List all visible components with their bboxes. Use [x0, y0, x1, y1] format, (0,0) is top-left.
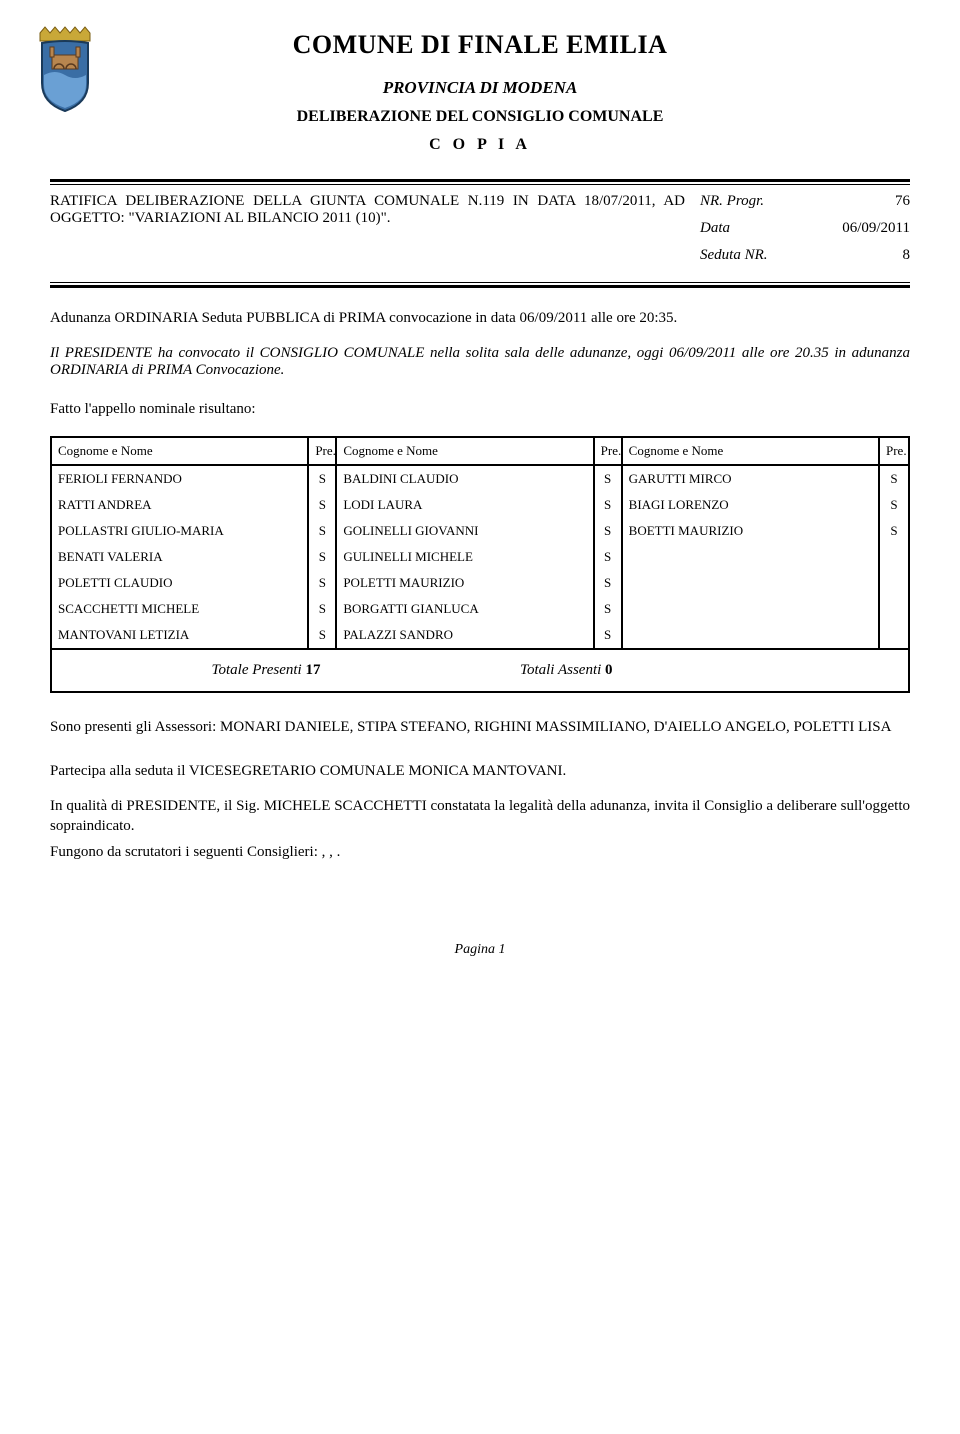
attendance-name [623, 544, 880, 570]
attendance-name: GARUTTI MIRCO [623, 466, 880, 492]
attendance-presence: S [880, 518, 908, 544]
convocato-text: Il PRESIDENTE ha convocato il CONSIGLIO … [50, 345, 910, 379]
attendance-presence: S [309, 596, 337, 622]
attendance-presence: S [880, 492, 908, 518]
attendance-table: Cognome e Nome Pre. Cognome e Nome Pre. … [50, 436, 910, 693]
assessori-text: Sono presenti gli Assessori: MONARI DANI… [50, 717, 910, 737]
attendance-row: FERIOLI FERNANDOSBALDINI CLAUDIOSGARUTTI… [52, 466, 908, 492]
data-value: 06/09/2011 [842, 220, 910, 237]
attendance-header-name: Cognome e Nome [337, 438, 594, 466]
attendance-presence: S [309, 570, 337, 596]
attendance-name [623, 570, 880, 596]
subject-text: RATIFICA DELIBERAZIONE DELLA GIUNTA COMU… [50, 193, 700, 227]
attendance-name: MANTOVANI LETIZIA [52, 622, 309, 648]
subject-meta-row: RATIFICA DELIBERAZIONE DELLA GIUNTA COMU… [50, 185, 910, 282]
attendance-name: POLLASTRI GIULIO-MARIA [52, 518, 309, 544]
province-subtitle: PROVINCIA DI MODENA [50, 78, 910, 98]
attendance-presence [880, 544, 908, 570]
seduta-label: Seduta NR. [700, 247, 768, 264]
attendance-name [623, 596, 880, 622]
attendance-row: POLETTI CLAUDIOSPOLETTI MAURIZIOS [52, 570, 908, 596]
attendance-presence [880, 570, 908, 596]
attendance-name: BORGATTI GIANLUCA [337, 596, 594, 622]
attendance-header-pre: Pre. [880, 438, 908, 466]
nr-progr-value: 76 [895, 193, 910, 210]
attendance-header-name: Cognome e Nome [52, 438, 309, 466]
data-label: Data [700, 220, 730, 237]
municipality-crest-icon [30, 25, 100, 115]
attendance-row: MANTOVANI LETIZIASPALAZZI SANDROS [52, 622, 908, 648]
attendance-name: BIAGI LORENZO [623, 492, 880, 518]
attendance-presence: S [595, 622, 623, 648]
attendance-presence: S [309, 544, 337, 570]
attendance-name: POLETTI CLAUDIO [52, 570, 309, 596]
appello-text: Fatto l'appello nominale risultano: [50, 401, 910, 418]
attendance-row: SCACCHETTI MICHELESBORGATTI GIANLUCAS [52, 596, 908, 622]
attendance-name: FERIOLI FERNANDO [52, 466, 309, 492]
attendance-row: RATTI ANDREASLODI LAURASBIAGI LORENZOS [52, 492, 908, 518]
attendance-presence: S [595, 596, 623, 622]
page: COMUNE DI FINALE EMILIA PROVINCIA DI MOD… [0, 0, 960, 978]
attendance-presence [880, 596, 908, 622]
nr-progr-label: NR. Progr. [700, 193, 764, 210]
seduta-value: 8 [903, 247, 911, 264]
attendance-presence: S [595, 570, 623, 596]
attendance-presence: S [309, 466, 337, 492]
attendance-name: GULINELLI MICHELE [337, 544, 594, 570]
attendance-name: BALDINI CLAUDIO [337, 466, 594, 492]
qualita-text: In qualità di PRESIDENTE, il Sig. MICHEL… [50, 796, 910, 837]
adunanza-text: Adunanza ORDINARIA Seduta PUBBLICA di PR… [50, 310, 910, 327]
attendance-row: BENATI VALERIASGULINELLI MICHELES [52, 544, 908, 570]
attendance-presence: S [309, 622, 337, 648]
attendance-name: GOLINELLI GIOVANNI [337, 518, 594, 544]
attendance-presence: S [309, 518, 337, 544]
attendance-body: FERIOLI FERNANDOSBALDINI CLAUDIOSGARUTTI… [52, 466, 908, 648]
divider [50, 285, 910, 288]
attendance-row: POLLASTRI GIULIO-MARIASGOLINELLI GIOVANN… [52, 518, 908, 544]
deliberation-subtitle: DELIBERAZIONE DEL CONSIGLIO COMUNALE [50, 108, 910, 126]
totali-assenti: Totali Assenti 0 [480, 662, 908, 679]
attendance-name: POLETTI MAURIZIO [337, 570, 594, 596]
attendance-name: SCACCHETTI MICHELE [52, 596, 309, 622]
attendance-presence: S [595, 466, 623, 492]
attendance-name: BENATI VALERIA [52, 544, 309, 570]
attendance-header-pre: Pre. [595, 438, 623, 466]
copia-label: C O P I A [50, 136, 910, 154]
attendance-presence: S [309, 492, 337, 518]
totale-presenti: Totale Presenti 17 [52, 662, 480, 679]
attendance-presence: S [880, 466, 908, 492]
attendance-header-row: Cognome e Nome Pre. Cognome e Nome Pre. … [52, 438, 908, 466]
attendance-name: RATTI ANDREA [52, 492, 309, 518]
attendance-name: LODI LAURA [337, 492, 594, 518]
partecipa-text: Partecipa alla seduta il VICESEGRETARIO … [50, 761, 910, 781]
attendance-header-name: Cognome e Nome [623, 438, 880, 466]
document-header: COMUNE DI FINALE EMILIA PROVINCIA DI MOD… [50, 30, 910, 154]
attendance-name [623, 622, 880, 648]
municipality-title: COMUNE DI FINALE EMILIA [50, 30, 910, 60]
attendance-name: BOETTI MAURIZIO [623, 518, 880, 544]
meta-column: NR. Progr. 76 Data 06/09/2011 Seduta NR.… [700, 193, 910, 274]
scrutatori-text: Fungono da scrutatori i seguenti Consigl… [50, 842, 910, 862]
attendance-presence: S [595, 518, 623, 544]
attendance-name: PALAZZI SANDRO [337, 622, 594, 648]
attendance-presence: S [595, 544, 623, 570]
attendance-presence [880, 622, 908, 648]
attendance-presence: S [595, 492, 623, 518]
attendance-header-pre: Pre. [309, 438, 337, 466]
page-footer: Pagina 1 [50, 942, 910, 958]
attendance-totals-row: Totale Presenti 17 Totali Assenti 0 [52, 648, 908, 691]
